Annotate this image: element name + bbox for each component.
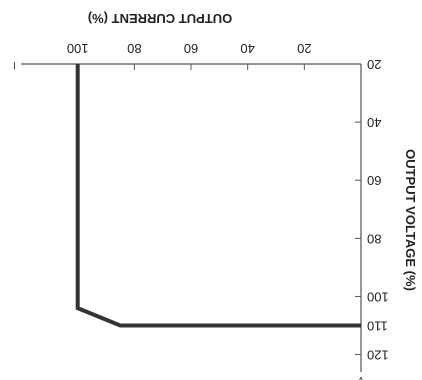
y-tick-label: 100 <box>367 289 389 304</box>
chart-rotation-group: I V OUTPUT CURRENT (%) OUTPUT VOLTAGE (%… <box>13 11 418 380</box>
y-tick-label: 20 <box>367 57 381 72</box>
y-tick-label: 120 <box>367 348 389 363</box>
y-tick-label: 40 <box>367 115 381 130</box>
x-axis-title: OUTPUT CURRENT (%) <box>88 11 232 26</box>
tick-group: 20 40 60 80 100 20 40 60 80 100 110 120 <box>67 41 389 363</box>
y-tick-label: 80 <box>367 231 381 246</box>
y-axis-title: OUTPUT VOLTAGE (%) <box>403 149 418 291</box>
y-axis-end-label: V <box>357 374 365 380</box>
x-tick-label: 80 <box>127 41 141 56</box>
x-tick-label: 40 <box>240 41 254 56</box>
series-line <box>75 64 361 328</box>
y-tick-label: 110 <box>367 319 388 334</box>
y-tick-label: 60 <box>367 173 381 188</box>
x-axis-end-label: I <box>13 59 16 71</box>
x-tick-label: 20 <box>297 41 311 56</box>
x-tick-label: 100 <box>67 41 89 56</box>
x-tick-label: 60 <box>184 41 198 56</box>
